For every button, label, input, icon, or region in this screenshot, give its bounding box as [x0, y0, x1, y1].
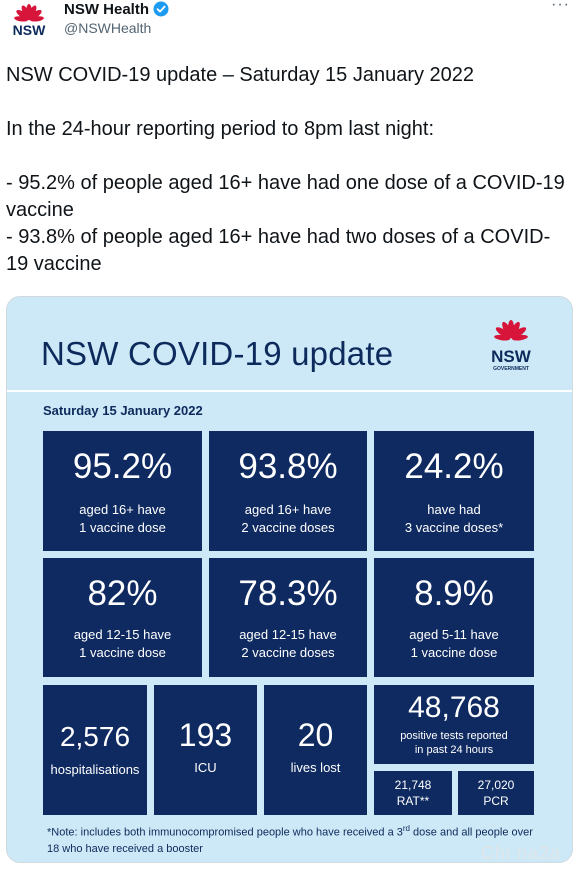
tweet-line-period: In the 24-hour reporting period to 8pm l…: [6, 118, 435, 140]
stat-label: aged 16+ have: [244, 502, 332, 517]
stat-value: 93.8%: [238, 447, 338, 486]
footnote-superscript: rd: [402, 824, 410, 833]
watermark: Chi na2a: [481, 843, 562, 863]
footnote-text: *Note: includes both immunocompromised p…: [47, 826, 403, 839]
avatar-logo-text: NSW: [12, 22, 46, 38]
update-image-card[interactable]: NSW COVID-19 update NSW GOVERNMENT Satur…: [6, 296, 573, 863]
stat-label: aged 12-15 have: [73, 627, 172, 642]
stat-value: 48,768: [408, 691, 500, 724]
stat-tile-icu: 193 ICU: [154, 685, 257, 815]
stat-value: 21,748: [394, 778, 432, 792]
stat-value: 193: [178, 717, 233, 753]
stat-tile-lives-lost: 20 lives lost: [264, 685, 367, 815]
logo-nsw-text: NSW: [491, 347, 531, 366]
more-icon[interactable]: ···: [551, 0, 570, 13]
stat-label: 1 vaccine dose: [79, 520, 166, 535]
stat-label: PCR: [483, 794, 509, 808]
stat-label: 1 vaccine dose: [410, 645, 498, 660]
tweet-line-title: NSW COVID-19 update – Saturday 15 Januar…: [6, 64, 475, 86]
stat-label: ICU: [194, 760, 217, 775]
stat-tile-pcr: 27,020 PCR: [458, 771, 534, 815]
stat-tile-16-one-dose: 95.2% aged 16+ have 1 vaccine dose: [43, 431, 202, 551]
stat-value: 2,576: [59, 721, 131, 752]
stat-label: hospitalisations: [50, 762, 140, 777]
stat-label: RAT**: [396, 794, 430, 808]
account-handle[interactable]: @NSWHealth: [64, 20, 152, 36]
stat-tile-5-11-one-dose: 8.9% aged 5-11 have 1 vaccine dose: [374, 558, 534, 677]
footnote-text-end: dose and all people over 18 who have rec…: [47, 826, 533, 855]
stat-tile-rat: 21,748 RAT**: [374, 771, 452, 815]
stat-label: 2 vaccine doses: [241, 520, 335, 535]
stat-label: 1 vaccine dose: [79, 645, 166, 660]
tweet-text: NSW COVID-19 update – Saturday 15 Januar…: [6, 62, 566, 278]
stat-value: 8.9%: [414, 574, 494, 613]
stat-label: in past 24 hours: [414, 744, 494, 756]
stat-tile-positive-tests: 48,768 positive tests reported in past 2…: [374, 685, 534, 764]
stat-tile-hospitalisations: 2,576 hospitalisations: [43, 685, 147, 815]
card-title: NSW COVID-19 update: [41, 335, 394, 372]
stat-tile-12-15-two-doses: 78.3% aged 12-15 have 2 vaccine doses: [209, 558, 367, 677]
stat-label: aged 5-11 have: [409, 627, 499, 642]
stat-value: 82%: [87, 574, 158, 613]
stat-label: 3 vaccine doses*: [404, 520, 504, 535]
logo-government-text: GOVERNMENT: [493, 366, 529, 372]
stat-label: 2 vaccine doses: [241, 645, 335, 660]
card-divider: [7, 390, 572, 392]
nsw-waratah-logo-icon: [14, 4, 44, 22]
stat-value: 24.2%: [404, 447, 504, 486]
stat-value: 20: [297, 717, 334, 753]
tweet-line-two-doses: - 93.8% of people aged 16+ have had two …: [6, 226, 551, 275]
stat-tile-three-doses: 24.2% have had 3 vaccine doses*: [374, 431, 534, 551]
nsw-government-logo: NSW GOVERNMENT: [481, 317, 541, 375]
report-date: Saturday 15 January 2022: [43, 403, 203, 418]
tweet-header: NSW NSW Health @NSWHealth ···: [0, 0, 584, 44]
tweet-line-one-dose: - 95.2% of people aged 16+ have had one …: [6, 172, 565, 221]
footnote: *Note: includes both immunocompromised p…: [47, 821, 547, 857]
stat-value: 27,020: [477, 778, 515, 792]
stat-tile-16-two-doses: 93.8% aged 16+ have 2 vaccine doses: [209, 431, 367, 551]
stat-label: have had: [427, 502, 481, 517]
stat-label: aged 12-15 have: [239, 627, 337, 642]
verified-badge-icon: [153, 1, 169, 17]
stat-label: lives lost: [290, 760, 341, 775]
waratah-icon: [494, 320, 528, 341]
stat-label: aged 16+ have: [79, 502, 166, 517]
stat-value: 78.3%: [238, 574, 338, 613]
stat-tile-12-15-one-dose: 82% aged 12-15 have 1 vaccine dose: [43, 558, 202, 677]
stat-label: positive tests reported: [400, 730, 508, 742]
avatar[interactable]: NSW: [6, 0, 52, 40]
stat-value: 95.2%: [72, 447, 173, 486]
account-name[interactable]: NSW Health: [64, 0, 150, 18]
